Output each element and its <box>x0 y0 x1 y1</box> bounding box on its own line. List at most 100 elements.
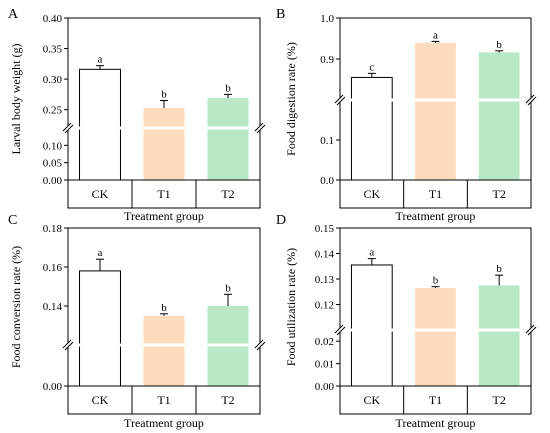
significance-letter-t2: b <box>225 82 231 94</box>
bar-break-gap <box>414 328 457 332</box>
category-table <box>339 179 532 209</box>
bar-t2 <box>478 52 520 180</box>
bar-ck <box>350 264 393 387</box>
bar-ck <box>79 270 121 387</box>
y-tick-label: 0.0 <box>320 175 334 187</box>
axis-break-mark <box>62 339 72 349</box>
bar-break-gap <box>414 98 457 102</box>
category-label-t1: T1 <box>157 187 170 201</box>
axis-break-mark <box>525 324 535 334</box>
panel-letter: A <box>8 7 19 22</box>
axis-break-mark <box>336 96 346 106</box>
x-axis-label: Treatment group <box>396 209 476 223</box>
bar-t1 <box>143 107 185 180</box>
axis-break-mark <box>64 341 74 351</box>
axis-break-mark <box>527 96 537 106</box>
y-tick-label: 0.40 <box>43 13 63 25</box>
bar-t1 <box>415 43 456 181</box>
y-tick-label: 0.01 <box>315 359 334 371</box>
bar-break-gap <box>350 328 394 332</box>
axis-break-gap <box>334 98 346 102</box>
axis-break-mark <box>256 124 266 134</box>
axis-break-gap <box>334 328 346 332</box>
y-tick-label: 0.00 <box>43 175 63 187</box>
axis-break-mark <box>527 326 537 336</box>
bar-break-gap <box>206 126 250 130</box>
panel-letter: C <box>8 213 17 228</box>
bar-break-gap <box>350 98 394 102</box>
y-axis-label: Food utilization rate (%) <box>284 248 298 366</box>
y-tick-label: 0.25 <box>43 105 63 117</box>
y-tick-label: 0.10 <box>43 140 63 152</box>
bar-break-gap <box>477 328 521 332</box>
y-axis-label: Larval body weight (g) <box>9 44 23 155</box>
y-axis-label: Food digestion rate (%) <box>284 42 298 156</box>
x-axis-label: Treatment group <box>124 209 204 223</box>
category-label-t2: T2 <box>492 187 505 201</box>
category-table <box>67 385 261 415</box>
y-tick-label: 0.14 <box>43 301 63 313</box>
bar-t1 <box>143 315 185 386</box>
axis-break-gap <box>525 98 537 102</box>
y-tick-label: 0.13 <box>315 274 335 286</box>
y-tick-label: 0.14 <box>315 249 335 261</box>
y-tick-label: 0.02 <box>315 336 334 348</box>
category-label-ck: CK <box>363 187 380 201</box>
bar-break-gap <box>477 98 521 102</box>
y-tick-label: 0.18 <box>43 223 63 235</box>
category-label-ck: CK <box>363 393 380 407</box>
category-label-t2: T2 <box>492 393 505 407</box>
axis-break-mark <box>64 124 74 134</box>
axis-break-gap <box>62 126 74 130</box>
axis-break-mark <box>254 339 264 349</box>
y-tick-label: 0.00 <box>43 381 63 393</box>
y-tick-label: 0.30 <box>43 74 63 86</box>
y-tick-label: 0.16 <box>43 262 63 274</box>
axis-break-mark <box>336 326 346 336</box>
y-tick-label: 1.0 <box>320 13 334 25</box>
significance-letter-t2: b <box>496 39 502 51</box>
x-axis-label: Treatment group <box>124 416 204 430</box>
y-tick-label: 0.9 <box>320 54 334 66</box>
category-label-t2: T2 <box>221 393 234 407</box>
bar-t1 <box>415 287 456 386</box>
bar-ck <box>79 68 121 181</box>
significance-letter-ck: c <box>369 61 374 73</box>
y-tick-label: 0.15 <box>315 223 335 235</box>
axis-break-mark <box>334 324 344 334</box>
category-label-ck: CK <box>92 187 109 201</box>
axis-break-mark <box>62 122 72 132</box>
bar-break-gap <box>142 126 186 130</box>
bar-ck <box>350 76 393 181</box>
significance-letter-t1: b <box>161 302 167 314</box>
axis-break-mark <box>254 122 264 132</box>
bar-break-gap <box>206 343 250 347</box>
y-tick-label: 0.05 <box>43 158 63 170</box>
axis-break-mark <box>334 94 344 104</box>
category-label-t2: T2 <box>221 187 234 201</box>
significance-letter-t1: b <box>433 275 439 287</box>
y-tick-label: 0.00 <box>315 381 335 393</box>
significance-letter-t2: b <box>225 282 231 294</box>
significance-letter-ck: a <box>98 54 103 66</box>
y-tick-label: 0.1 <box>320 135 334 147</box>
axis-break-mark <box>256 341 266 351</box>
significance-letter-ck: a <box>369 247 374 259</box>
significance-letter-t1: a <box>433 29 438 41</box>
axis-break-mark <box>525 94 535 104</box>
category-label-t1: T1 <box>157 393 170 407</box>
category-table <box>67 179 261 209</box>
bar-t2 <box>478 285 520 386</box>
bar-break-gap <box>78 126 122 130</box>
axis-break-gap <box>254 343 266 347</box>
axis-break-gap <box>525 328 537 332</box>
bar-break-gap <box>142 343 186 347</box>
panel-letter: B <box>276 7 285 22</box>
category-label-ck: CK <box>92 393 109 407</box>
significance-letter-t2: b <box>496 263 502 275</box>
bar-t2 <box>207 98 249 180</box>
category-label-t1: T1 <box>429 393 442 407</box>
significance-letter-t1: b <box>161 89 167 101</box>
category-label-t1: T1 <box>429 187 442 201</box>
